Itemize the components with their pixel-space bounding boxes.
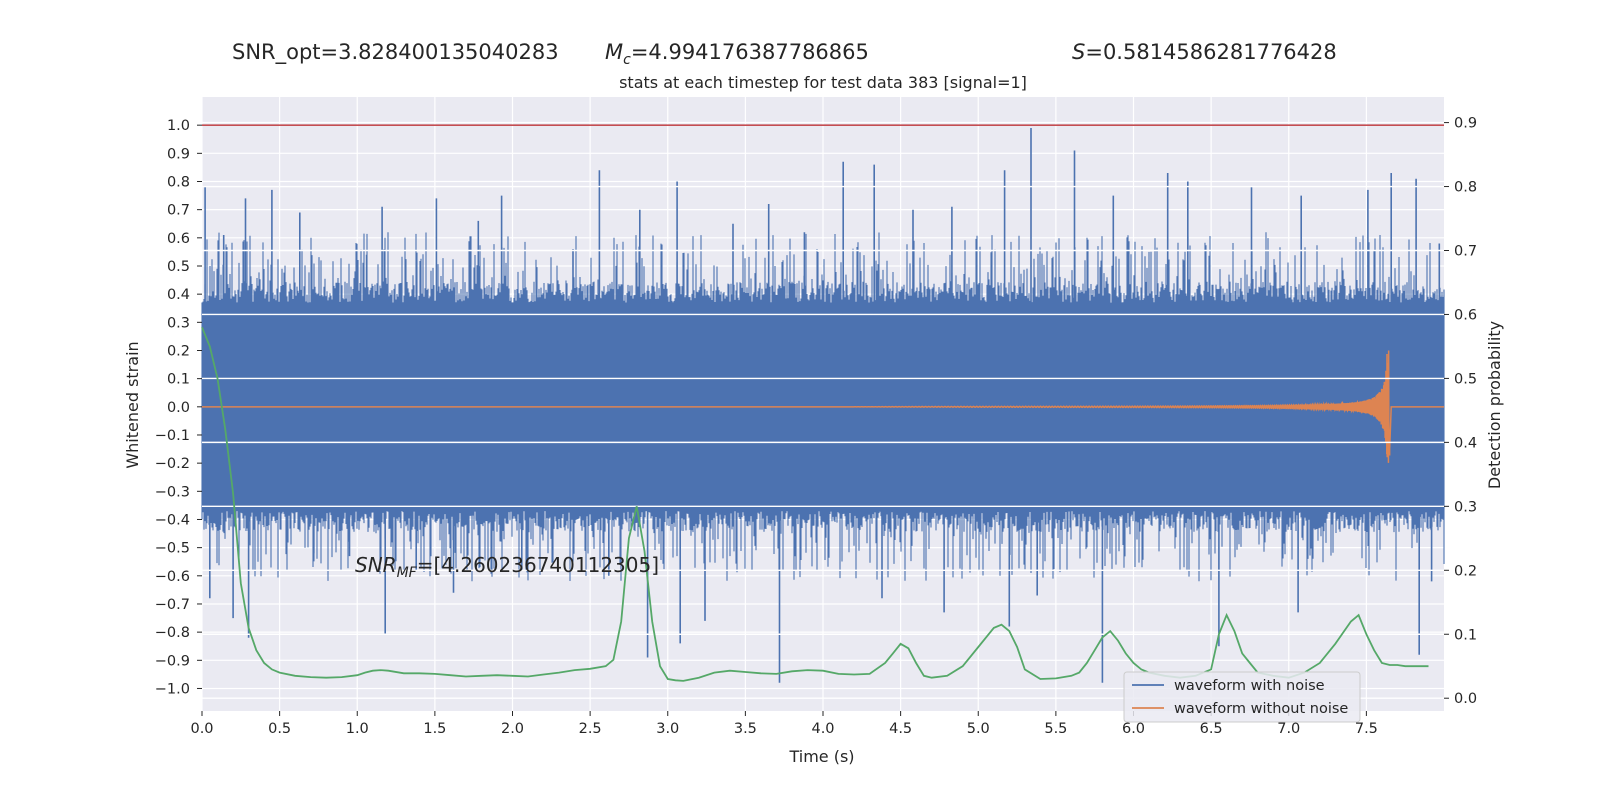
y2-tick-label: 0.8 — [1454, 180, 1477, 196]
x-tick-label: 2.5 — [579, 721, 602, 737]
snr-mf-annotation: SNRMF=[4.260236740112305] — [355, 553, 659, 581]
x-axis-ticks: 0.0 0.5 1.0 1.5 2.0 2.5 3.0 3.5 4.0 4.5 5.0 5.5 6.0 6… — [190, 711, 1378, 737]
y-tick-label: −0.1 — [155, 428, 190, 444]
y-tick-label: 0.8 — [167, 174, 190, 190]
x-tick-label: 1.0 — [346, 721, 369, 737]
chirp-mass-label: Mc=4.994176387786865 — [605, 40, 869, 68]
x-tick-label: 2.0 — [501, 721, 524, 737]
legend-label-noise: waveform with noise — [1174, 678, 1325, 694]
series-waveform-with-noise — [201, 128, 1445, 683]
y-tick-label: 0.1 — [167, 372, 190, 388]
y-tick-label: 0.7 — [167, 203, 190, 219]
y2-tick-label: 0.6 — [1454, 307, 1477, 323]
x-tick-label: 4.5 — [889, 721, 912, 737]
y2-tick-label: 0.4 — [1454, 435, 1477, 451]
y2-tick-label: 0.7 — [1454, 244, 1477, 260]
y-tick-label: 0.9 — [167, 146, 190, 162]
y2-tick-label: 0.9 — [1454, 116, 1477, 132]
y-axis-ticks: 1.0 0.9 0.8 0.7 0.6 0.5 0.4 0.3 0.2 0.1 0.0 −0.1 −0.… — [155, 118, 202, 697]
s-value-label: S=0.5814586281776428 — [1072, 40, 1337, 64]
legend: waveform with noise waveform without noi… — [1123, 671, 1361, 723]
noise-spikes — [204, 128, 1441, 683]
y2-axis-label: Detection probability — [1485, 321, 1504, 489]
chirp-line — [202, 350, 1444, 463]
x-tick-label: 7.0 — [1277, 721, 1300, 737]
right-axis-grid — [202, 121, 1444, 699]
y-tick-label: −0.3 — [155, 484, 190, 500]
y2-tick-label: 0.0 — [1454, 691, 1477, 707]
legend-label-clean: waveform without noise — [1174, 701, 1348, 717]
x-tick-label: 5.5 — [1044, 721, 1067, 737]
y-tick-label: −0.7 — [155, 597, 190, 613]
x-axis-label: Time (s) — [788, 747, 854, 766]
x-tick-label: 6.0 — [1122, 721, 1145, 737]
y-tick-label: 1.0 — [167, 118, 190, 134]
snr-opt-label: SNR_opt=3.828400135040283 — [232, 40, 559, 65]
y-tick-label: 0.4 — [167, 287, 190, 303]
x-tick-label: 7.5 — [1355, 721, 1378, 737]
y-tick-label: −0.4 — [155, 512, 190, 528]
y-tick-label: −0.2 — [155, 456, 190, 472]
y-tick-label: −0.5 — [155, 541, 190, 557]
y-tick-label: −0.6 — [155, 569, 190, 585]
y2-tick-label: 0.1 — [1454, 627, 1477, 643]
y-tick-label: 0.2 — [167, 343, 190, 359]
y-tick-label: −0.8 — [155, 625, 190, 641]
y-tick-label: 0.5 — [167, 259, 190, 275]
x-tick-label: 6.5 — [1200, 721, 1223, 737]
x-tick-label: 0.0 — [190, 721, 213, 737]
x-tick-label: 0.5 — [268, 721, 291, 737]
chart-title: stats at each timestep for test data 383… — [619, 73, 1027, 92]
y-tick-label: −1.0 — [155, 681, 190, 697]
y-tick-label: 0.6 — [167, 231, 190, 247]
y2-tick-label: 0.5 — [1454, 371, 1477, 387]
x-tick-label: 3.0 — [656, 721, 679, 737]
y-axis-label: Whitened strain — [123, 341, 142, 468]
y-tick-label: −0.9 — [155, 653, 190, 669]
y2-tick-label: 0.3 — [1454, 499, 1477, 515]
series-waveform-without-noise — [202, 350, 1444, 463]
legend-box — [1123, 671, 1361, 723]
x-tick-label: 4.0 — [811, 721, 834, 737]
y-tick-label: 0.0 — [167, 400, 190, 416]
x-tick-label: 1.5 — [423, 721, 446, 737]
y-tick-label: 0.3 — [167, 315, 190, 331]
y2-tick-label: 0.2 — [1454, 563, 1477, 579]
y2-axis-ticks: 0.9 0.8 0.7 0.6 0.5 0.4 0.3 0.2 0.1 0.0 — [1444, 116, 1477, 707]
x-tick-label: 5.0 — [967, 721, 990, 737]
series-detection-probability — [201, 326, 1429, 682]
x-tick-label: 3.5 — [734, 721, 757, 737]
